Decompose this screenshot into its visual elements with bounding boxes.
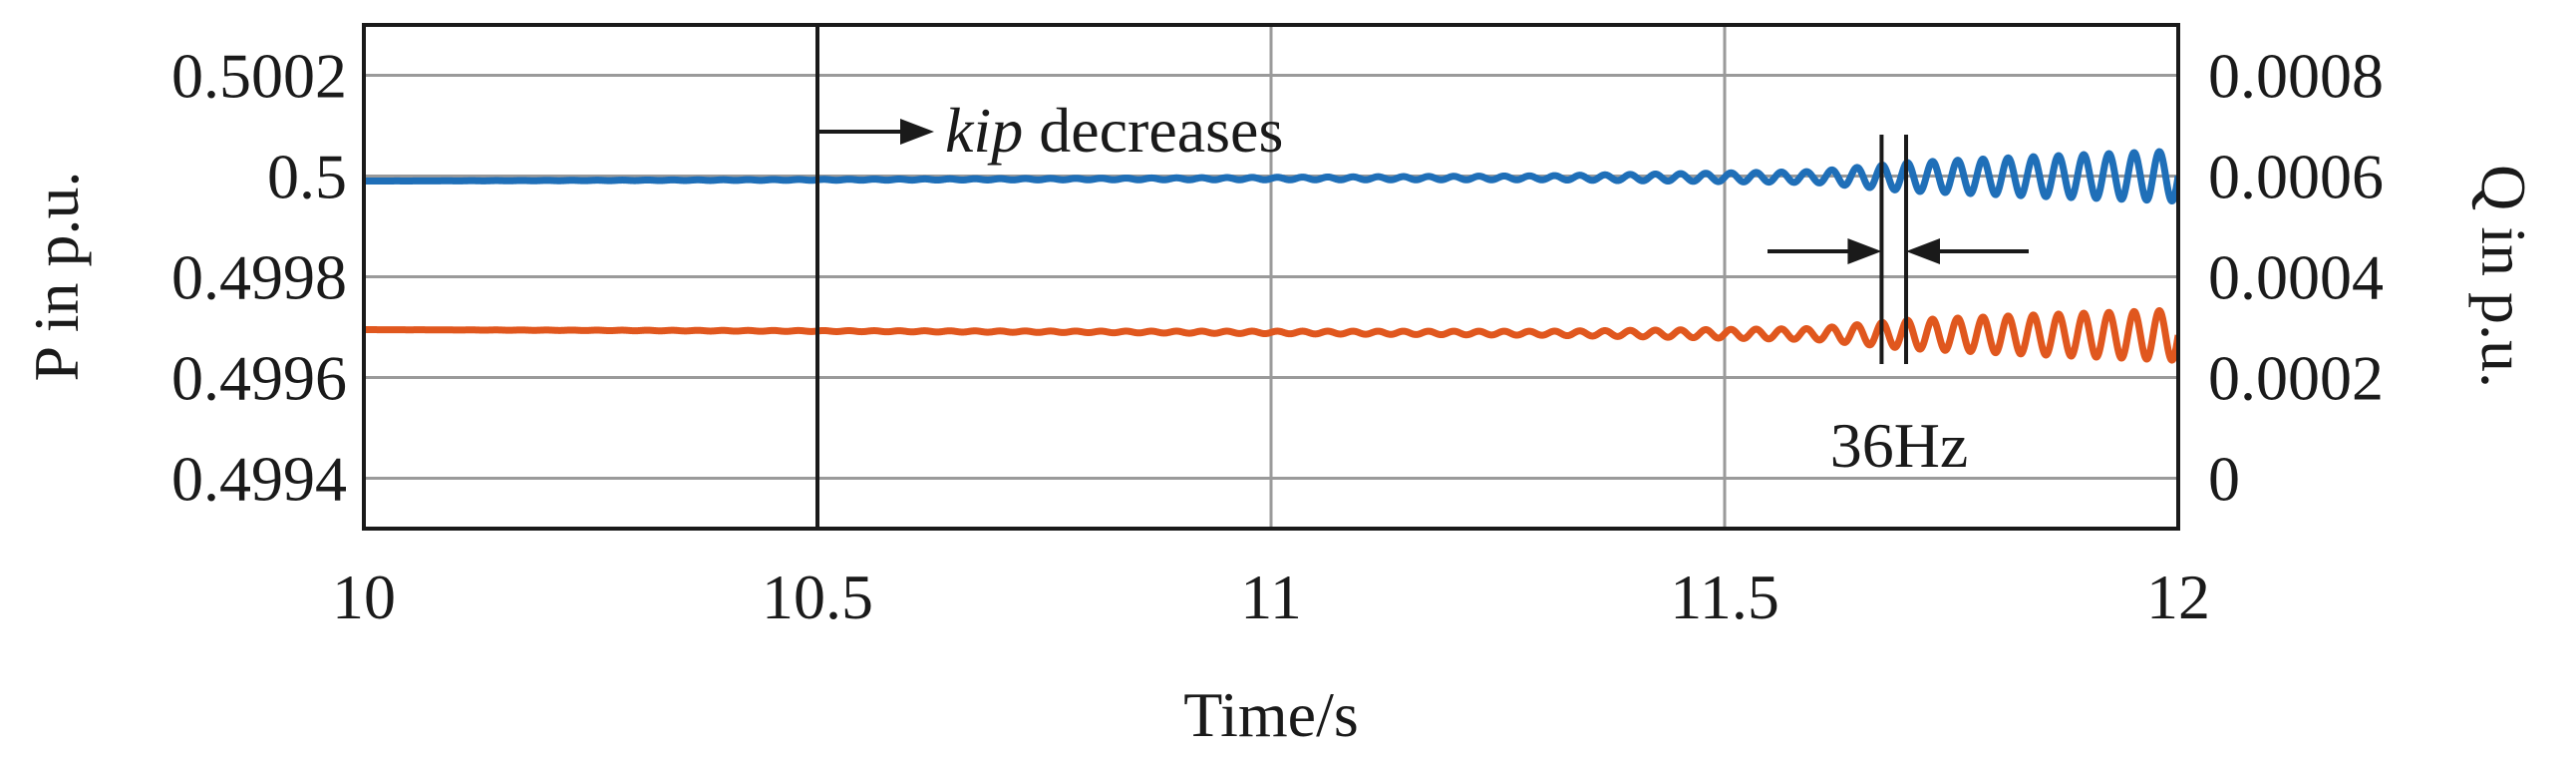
y-tick-label-left: 0.5002 [171, 41, 347, 112]
series-line-P [364, 148, 2178, 205]
event-arrow-head [900, 119, 934, 145]
series-layer [364, 148, 2178, 364]
series-line-Q [364, 307, 2178, 364]
event-label: kip decreases [945, 95, 1283, 166]
y-tick-label-right: 0.0006 [2208, 142, 2384, 212]
x-axis-title: Time/s [1183, 679, 1359, 750]
period-arrow-left-head [1847, 238, 1882, 264]
period-label: 36Hz [1830, 410, 1969, 481]
y-axis-title-left: P in p.u. [21, 172, 92, 382]
x-tick-label: 12 [2146, 562, 2210, 632]
y-axis-title-right: Q in p.u. [2468, 165, 2539, 388]
y-tick-label-left: 0.4998 [171, 242, 347, 313]
y-tick-label-right: 0.0002 [2208, 343, 2384, 414]
x-tick-label: 11 [1240, 562, 1302, 632]
y-tick-label-right: 0.0008 [2208, 41, 2384, 112]
x-tick-label: 10 [332, 562, 396, 632]
event-label-italic: kip [945, 95, 1023, 166]
y-tick-label-left: 0.4994 [171, 444, 347, 515]
period-arrow-right-head [1906, 238, 1940, 264]
y-tick-label-left: 0.4996 [171, 343, 347, 414]
plot-frame [362, 23, 2180, 531]
y-tick-label-right: 0 [2208, 444, 2240, 515]
event-label-rest: decreases [1023, 95, 1283, 166]
y-tick-label-left: 0.5 [267, 142, 347, 212]
x-tick-label: 11.5 [1670, 562, 1779, 632]
x-tick-label: 10.5 [762, 562, 873, 632]
annotations [815, 25, 2029, 529]
tick-labels: 10 10.5 11 11.5 12 0.4994 0.4996 0.4998 0.5 0.500… [171, 41, 2384, 633]
y-tick-label-right: 0.0004 [2208, 242, 2384, 313]
